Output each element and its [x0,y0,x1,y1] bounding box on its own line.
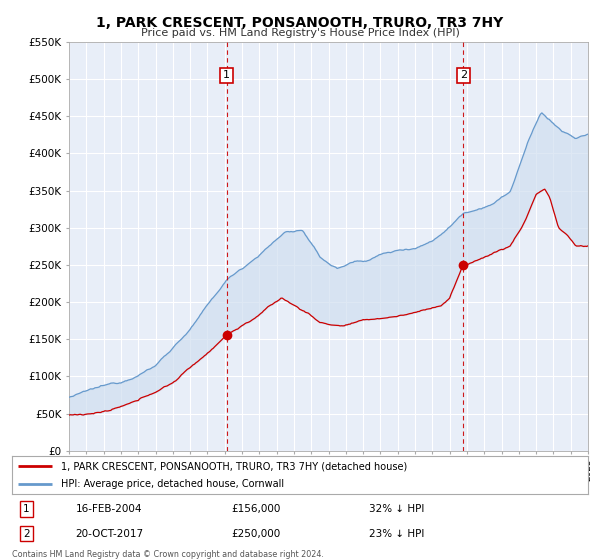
Text: £156,000: £156,000 [231,505,280,515]
Text: 32% ↓ HPI: 32% ↓ HPI [369,505,424,515]
Text: 16-FEB-2004: 16-FEB-2004 [76,505,142,515]
Text: £250,000: £250,000 [231,529,280,539]
Text: 2: 2 [460,71,467,81]
Text: Contains HM Land Registry data © Crown copyright and database right 2024.
This d: Contains HM Land Registry data © Crown c… [12,550,324,560]
Text: 1: 1 [23,505,30,515]
Text: 1, PARK CRESCENT, PONSANOOTH, TRURO, TR3 7HY (detached house): 1, PARK CRESCENT, PONSANOOTH, TRURO, TR3… [61,461,407,471]
Text: Price paid vs. HM Land Registry's House Price Index (HPI): Price paid vs. HM Land Registry's House … [140,28,460,38]
Text: HPI: Average price, detached house, Cornwall: HPI: Average price, detached house, Corn… [61,479,284,489]
Text: 1: 1 [223,71,230,81]
Text: 20-OCT-2017: 20-OCT-2017 [76,529,143,539]
Text: 23% ↓ HPI: 23% ↓ HPI [369,529,424,539]
Text: 1, PARK CRESCENT, PONSANOOTH, TRURO, TR3 7HY: 1, PARK CRESCENT, PONSANOOTH, TRURO, TR3… [97,16,503,30]
Text: 2: 2 [23,529,30,539]
